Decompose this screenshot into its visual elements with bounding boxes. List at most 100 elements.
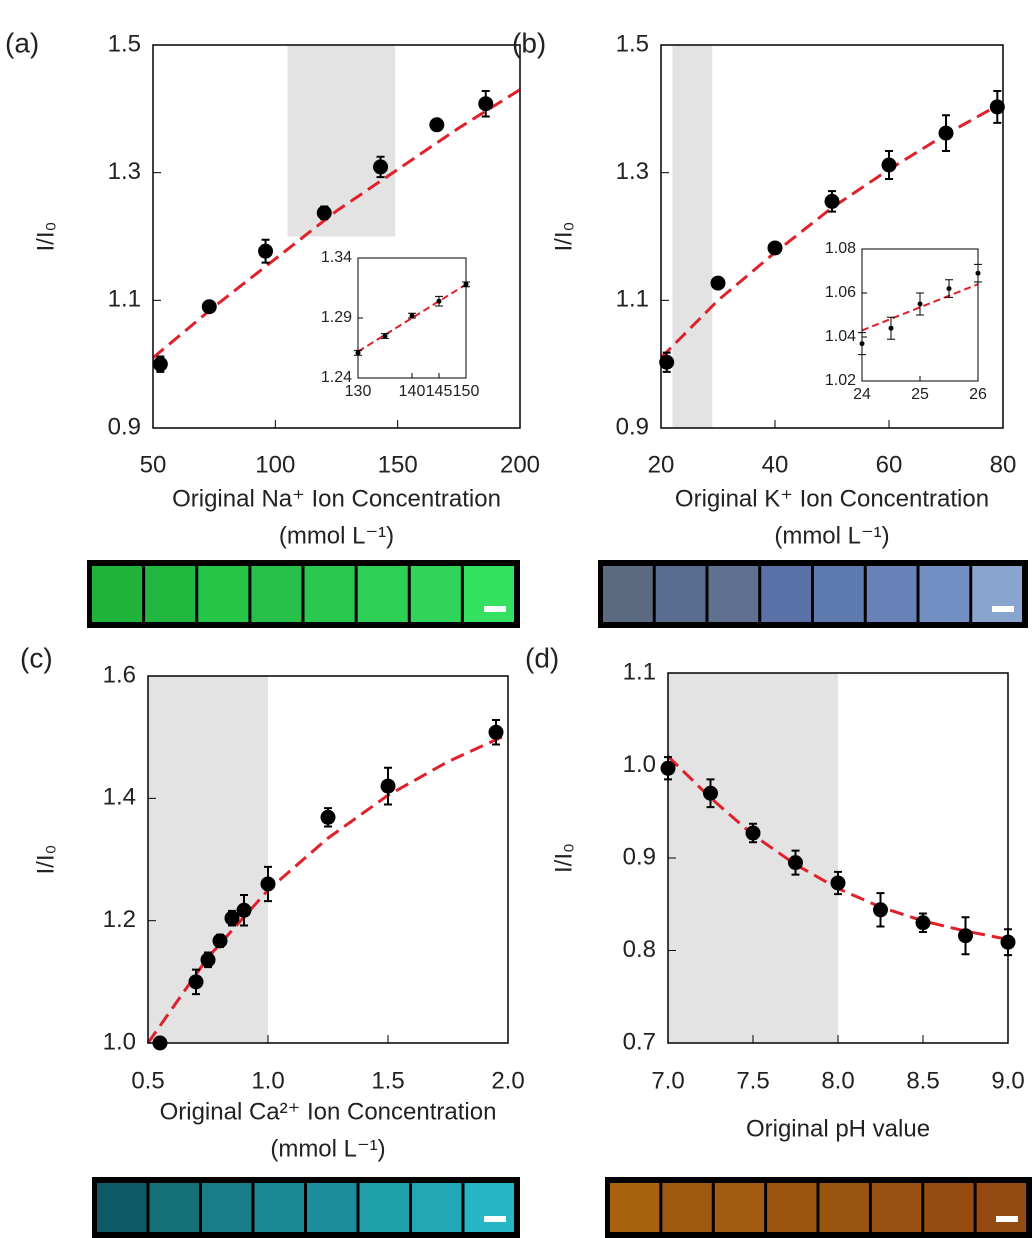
shaded-region — [672, 45, 713, 428]
swatch — [972, 566, 1022, 622]
x-axis-label: Original Ca²⁺ Ion Concentration — [160, 1098, 497, 1125]
color-strip — [87, 560, 520, 628]
y-tick-label: 1.06 — [825, 284, 856, 301]
x-tick-label: 0.5 — [131, 1067, 164, 1094]
y-axis-label: I/I₀ — [32, 845, 59, 875]
data-point — [429, 117, 445, 133]
color-strip — [598, 560, 1028, 628]
y-tick-label: 0.7 — [623, 1028, 656, 1055]
data-point — [710, 275, 726, 291]
x-tick-label: 7.0 — [651, 1067, 684, 1094]
swatch — [251, 566, 302, 622]
x-tick-label: 60 — [876, 451, 903, 478]
x-tick-label: 150 — [453, 383, 480, 400]
swatch — [304, 566, 355, 622]
x-axis-label: Original Na⁺ Ion Concentration — [172, 485, 501, 512]
data-point — [888, 325, 894, 331]
y-tick-label: 1.3 — [616, 158, 649, 185]
axis-frame — [660, 44, 1004, 429]
data-point — [201, 299, 217, 315]
data-point — [946, 286, 952, 292]
data-point — [488, 724, 504, 740]
y-tick-label: 1.5 — [108, 30, 141, 57]
y-tick-label: 1.6 — [103, 661, 136, 688]
axis-frame — [147, 675, 509, 1044]
data-point — [881, 157, 897, 173]
scale-bar — [996, 1216, 1018, 1222]
swatch — [145, 566, 196, 622]
y-axis-label: I/I₀ — [550, 222, 577, 252]
panel-label: (a) — [5, 27, 39, 58]
y-tick-label: 0.8 — [623, 936, 656, 963]
swatch — [97, 1183, 147, 1232]
data-point — [236, 902, 252, 918]
x-tick-label: 1.5 — [371, 1067, 404, 1094]
swatch — [662, 1183, 712, 1232]
data-point — [258, 243, 274, 259]
data-point — [380, 778, 396, 794]
swatch — [708, 566, 759, 622]
y-tick-label: 1.0 — [103, 1028, 136, 1055]
fit-line — [861, 283, 979, 332]
y-axis-label: I/I₀ — [32, 222, 59, 252]
data-point — [989, 99, 1005, 115]
swatch — [198, 566, 249, 622]
panel-label: (b) — [512, 27, 546, 58]
swatch — [92, 566, 143, 622]
shaded-region — [287, 45, 396, 237]
swatch — [359, 1183, 409, 1232]
swatch — [655, 566, 706, 622]
swatch — [819, 1183, 869, 1232]
data-point — [436, 298, 442, 304]
swatch — [202, 1183, 252, 1232]
axis-frame — [861, 248, 979, 382]
fit-line — [357, 283, 467, 353]
data-point — [320, 809, 336, 825]
y-tick-label: 1.1 — [108, 286, 141, 313]
swatch — [463, 566, 514, 622]
swatch — [976, 1183, 1026, 1232]
data-point — [200, 952, 216, 968]
fit-line — [152, 88, 521, 359]
swatch — [919, 566, 970, 622]
data-point — [260, 876, 276, 892]
x-tick-label: 25 — [911, 386, 929, 403]
swatch — [866, 566, 917, 622]
y-tick-label: 0.9 — [616, 413, 649, 440]
y-tick-label: 1.04 — [825, 328, 856, 345]
x-axis-label: (mmol L⁻¹) — [270, 1135, 385, 1162]
data-point — [767, 240, 783, 256]
y-tick-label: 0.9 — [623, 843, 656, 870]
panel-label: (d) — [525, 642, 559, 673]
data-point — [917, 301, 923, 307]
x-tick-label: 24 — [853, 386, 871, 403]
data-point — [212, 933, 228, 949]
y-tick-label: 1.4 — [103, 784, 136, 811]
data-point — [703, 785, 718, 801]
swatch — [464, 1183, 514, 1232]
x-tick-label: 26 — [969, 386, 987, 403]
y-tick-label: 0.9 — [108, 413, 141, 440]
swatch — [307, 1183, 357, 1232]
y-tick-label: 1.1 — [616, 286, 649, 313]
x-tick-label: 2.0 — [491, 1067, 524, 1094]
swatch — [767, 1183, 817, 1232]
swatch — [714, 1183, 765, 1232]
data-point — [915, 915, 931, 931]
data-point — [373, 159, 389, 175]
x-tick-label: 20 — [648, 451, 675, 478]
y-axis-label: I/I₀ — [550, 843, 577, 873]
y-tick-label: 1.34 — [321, 249, 352, 266]
x-tick-label: 80 — [990, 451, 1017, 478]
axis-frame — [152, 44, 521, 429]
x-axis-label: Original K⁺ Ion Concentration — [675, 485, 989, 512]
y-tick-label: 1.5 — [616, 30, 649, 57]
x-tick-label: 40 — [762, 451, 789, 478]
x-tick-label: 130 — [345, 383, 372, 400]
swatch — [603, 566, 653, 622]
y-tick-label: 1.08 — [825, 240, 856, 257]
swatch — [410, 566, 461, 622]
fit-line — [146, 732, 509, 1044]
x-tick-label: 100 — [255, 451, 295, 478]
